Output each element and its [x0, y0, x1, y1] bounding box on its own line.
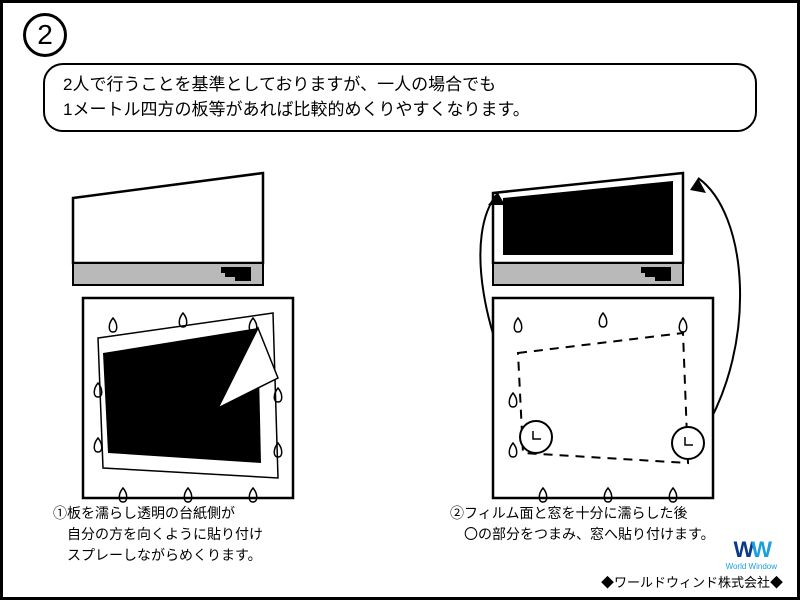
panel-left [3, 143, 403, 503]
logo-mark: WW [726, 537, 777, 563]
step-number-badge: 2 [23, 13, 67, 57]
instruction-panels [3, 143, 797, 503]
panel-right [403, 143, 800, 503]
brand-logo: WW World Window [726, 537, 777, 571]
caption-row: ①板を濡らし透明の台紙側が 自分の方を向くように貼り付け スプレーしながらめくり… [3, 503, 797, 566]
logo-subtext: World Window [726, 563, 777, 571]
caption-left: ①板を濡らし透明の台紙側が 自分の方を向くように貼り付け スプレーしながらめくり… [3, 503, 400, 566]
panel-left-diagram [3, 143, 403, 503]
tip-callout: 2人で行うことを基準としておりますが、一人の場合でも 1メートル四方の板等があれ… [43, 63, 757, 132]
panel-right-diagram [403, 143, 800, 503]
tip-text: 2人で行うことを基準としておりますが、一人の場合でも 1メートル四方の板等があれ… [63, 75, 530, 119]
step-number-text: 2 [37, 19, 53, 51]
footer-company: ◆ワールドウィンド株式会社◆ [601, 572, 783, 591]
